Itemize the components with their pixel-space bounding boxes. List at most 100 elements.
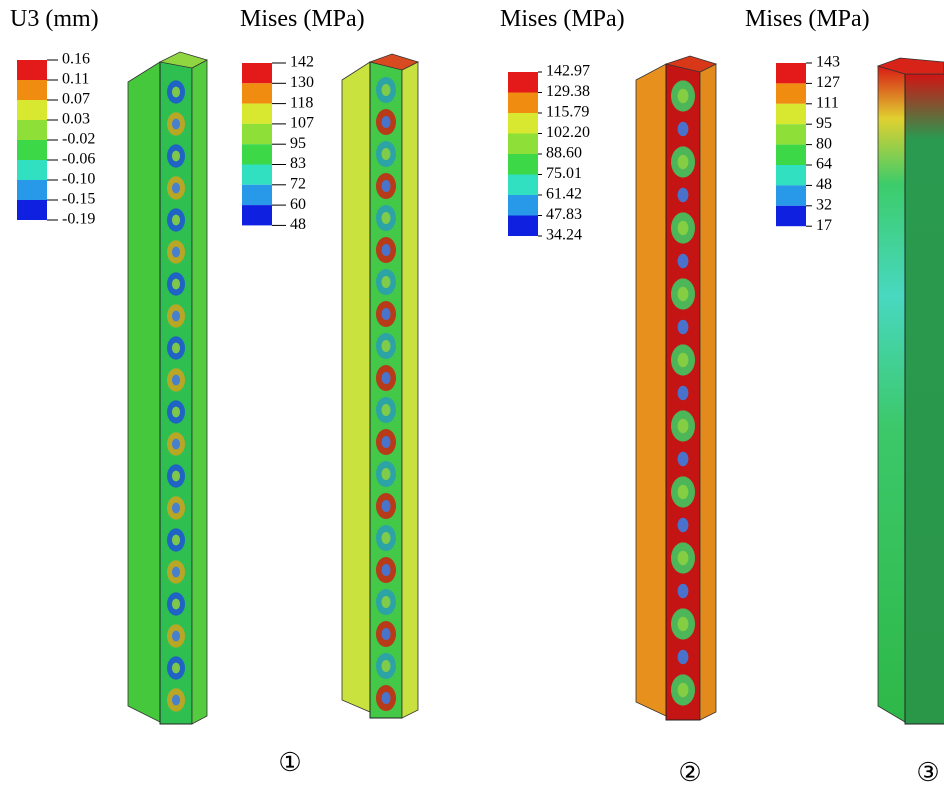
- contour-core: [382, 404, 391, 416]
- legend-label: 0.11: [62, 71, 89, 88]
- contour-core: [382, 212, 391, 224]
- contour-core: [678, 419, 689, 433]
- contour-core: [172, 119, 180, 130]
- legend-label: -0.10: [62, 171, 95, 188]
- contour-core: [382, 276, 391, 288]
- legend-title: Mises (MPa): [500, 6, 625, 32]
- legend-label: 107: [290, 115, 314, 132]
- page: {"panels": [ {"legend": {"title": "U3 (m…: [0, 0, 944, 787]
- legend-swatch: [242, 205, 272, 225]
- legend-swatch: [17, 140, 47, 160]
- legend-swatch: [508, 72, 538, 93]
- legend-swatch: [776, 104, 806, 124]
- contour-core: [172, 695, 180, 706]
- contour-core: [678, 320, 689, 334]
- contour-core: [172, 663, 180, 674]
- legend-label: 60: [290, 196, 306, 213]
- contour-core: [382, 340, 391, 352]
- legend-swatch: [776, 145, 806, 165]
- legend-swatch: [508, 195, 538, 216]
- contour-core: [678, 353, 689, 367]
- contour-core: [382, 84, 391, 96]
- contour-core: [382, 116, 391, 128]
- contour-core: [172, 151, 180, 162]
- legend-label: 143: [816, 54, 840, 71]
- contour-core: [382, 532, 391, 544]
- legend-swatch: [776, 63, 806, 83]
- legend-swatch: [242, 104, 272, 124]
- contour-core: [382, 148, 391, 160]
- panel-number: ③: [916, 758, 939, 787]
- figure: U3 (mm) 0.16 0.11 0.07 0.03 -0.02 -0.06 -0.10 -0…: [0, 0, 944, 787]
- legend-label: 127: [816, 74, 840, 91]
- legend-label: -0.19: [62, 211, 95, 228]
- legend-swatch: [242, 83, 272, 103]
- legend-swatch: [17, 60, 47, 80]
- legend-label: 48: [816, 176, 832, 193]
- contour-core: [382, 692, 391, 704]
- legend-swatch: [508, 93, 538, 114]
- column-2: [342, 54, 418, 718]
- legend-swatch: [776, 165, 806, 185]
- legend-label: 32: [816, 196, 832, 213]
- contour-core: [382, 180, 391, 192]
- contour-core: [172, 311, 180, 322]
- legend-label: 115.79: [546, 104, 589, 121]
- legend-swatch: [17, 80, 47, 100]
- column-3: [636, 56, 716, 720]
- legend-label: 83: [290, 155, 306, 172]
- legend-label: -0.15: [62, 191, 95, 208]
- legend-swatch: [508, 134, 538, 155]
- legend-label: 95: [816, 115, 832, 132]
- contour-core: [172, 631, 180, 642]
- legend-swatch: [776, 83, 806, 103]
- legend-label: 61.42: [546, 186, 582, 203]
- legend-title: U3 (mm): [10, 6, 99, 32]
- contour-core: [678, 683, 689, 697]
- contour-core: [678, 485, 689, 499]
- contour-core: [172, 471, 180, 482]
- contour-core: [382, 244, 391, 256]
- legend-swatch: [508, 175, 538, 196]
- contour-core: [382, 468, 391, 480]
- legend-label: 142.97: [546, 63, 590, 80]
- legend-label: -0.06: [62, 151, 95, 168]
- legend-title: Mises (MPa): [240, 6, 365, 32]
- contour-core: [382, 596, 391, 608]
- contour-core: [172, 343, 180, 354]
- legend-label: 0.03: [62, 111, 90, 128]
- legend-label: 0.16: [62, 51, 90, 68]
- contour-core: [172, 215, 180, 226]
- contour-core: [172, 183, 180, 194]
- legend-label: 0.07: [62, 91, 90, 108]
- legend-title: Mises (MPa): [745, 6, 870, 32]
- legend-label: -0.02: [62, 131, 95, 148]
- legend-swatch: [776, 206, 806, 226]
- legend-label: 142: [290, 54, 314, 71]
- legend-label: 111: [816, 94, 839, 111]
- legend-swatch: [508, 113, 538, 134]
- contour-core: [678, 155, 689, 169]
- legend-label: 95: [290, 135, 306, 152]
- contour-core: [172, 599, 180, 610]
- legend-label: 88.60: [546, 145, 582, 162]
- legend-label: 47.83: [546, 206, 582, 223]
- contour-core: [678, 287, 689, 301]
- legend-swatch: [242, 165, 272, 185]
- column-4: [878, 58, 944, 724]
- legend-label: 80: [816, 135, 832, 152]
- contour-core: [678, 650, 689, 664]
- contour-core: [678, 551, 689, 565]
- contour-core: [678, 584, 689, 598]
- legend-swatch: [17, 180, 47, 200]
- legend-label: 118: [290, 94, 313, 111]
- legend-label: 64: [816, 156, 832, 173]
- contour-core: [678, 89, 689, 103]
- contour-core: [678, 122, 689, 136]
- legend-swatch: [508, 154, 538, 175]
- contour-core: [172, 87, 180, 98]
- contour-core: [172, 407, 180, 418]
- legend-swatch: [508, 216, 538, 237]
- contour-core: [172, 279, 180, 290]
- contour-core: [172, 439, 180, 450]
